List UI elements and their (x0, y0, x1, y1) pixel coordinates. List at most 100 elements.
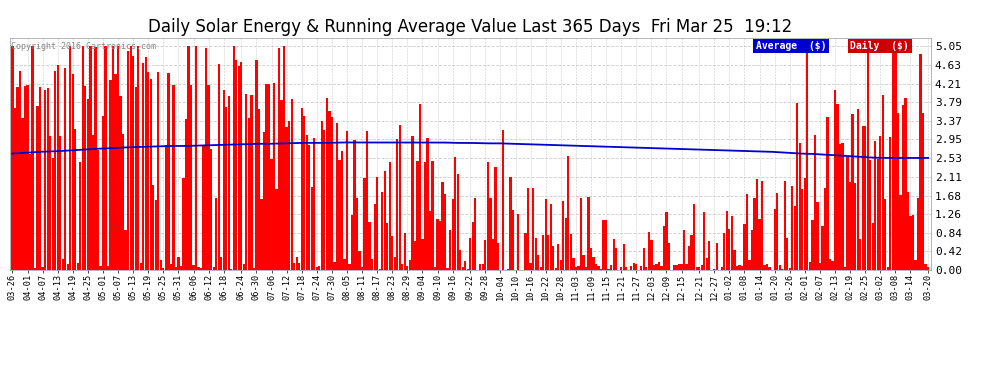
Bar (698, 267, 700, 270)
Bar (399, 124, 401, 270)
Bar (456, 174, 458, 270)
Bar (915, 260, 917, 270)
Bar (680, 264, 683, 270)
Bar (912, 214, 914, 270)
Bar (255, 60, 257, 270)
Bar (851, 114, 853, 270)
Bar (210, 149, 212, 270)
Bar (42, 267, 44, 270)
Bar (723, 233, 726, 270)
Bar (814, 135, 816, 270)
Bar (318, 266, 321, 270)
Bar (494, 167, 497, 270)
Bar (350, 215, 353, 270)
Bar (442, 182, 444, 270)
Bar (288, 121, 290, 270)
Bar (446, 268, 448, 270)
Bar (27, 85, 29, 270)
Bar (414, 240, 416, 270)
Bar (613, 239, 615, 270)
Bar (776, 194, 778, 270)
Bar (819, 262, 821, 270)
Bar (859, 238, 861, 270)
Bar (313, 138, 316, 270)
Bar (731, 216, 733, 270)
Bar (690, 236, 693, 270)
Bar (766, 264, 768, 270)
Bar (559, 260, 562, 270)
Text: Copyright 2016 Cartronics.com: Copyright 2016 Cartronics.com (11, 42, 155, 51)
Bar (768, 267, 771, 270)
Bar (806, 46, 809, 270)
Bar (56, 64, 58, 270)
Bar (801, 189, 804, 270)
Bar (703, 212, 705, 270)
Bar (331, 117, 333, 270)
Bar (630, 267, 633, 270)
Bar (569, 234, 572, 270)
Bar (94, 47, 97, 270)
Bar (492, 239, 494, 270)
Bar (180, 266, 182, 270)
Bar (804, 177, 806, 270)
Bar (693, 204, 695, 270)
Bar (368, 222, 371, 270)
Bar (469, 238, 471, 270)
Bar (416, 161, 419, 270)
Bar (897, 112, 899, 270)
Bar (268, 84, 270, 270)
Bar (424, 162, 426, 270)
Bar (157, 72, 159, 270)
Bar (540, 267, 542, 270)
Bar (454, 157, 456, 270)
Bar (143, 63, 145, 270)
Bar (502, 130, 504, 270)
Bar (192, 265, 195, 270)
Bar (822, 226, 824, 270)
Bar (564, 217, 567, 270)
Bar (71, 74, 74, 270)
Bar (773, 209, 776, 270)
Bar (645, 267, 647, 270)
Bar (783, 181, 786, 270)
Bar (411, 135, 414, 270)
Bar (761, 181, 763, 270)
Bar (177, 257, 179, 270)
Bar (663, 226, 665, 270)
Bar (683, 230, 685, 270)
Bar (241, 62, 243, 270)
Bar (871, 223, 874, 270)
Bar (866, 48, 869, 270)
Bar (603, 220, 605, 270)
Bar (432, 161, 434, 270)
Bar (203, 146, 205, 270)
Bar (791, 186, 793, 270)
Bar (275, 189, 277, 270)
Bar (76, 263, 79, 270)
Bar (484, 240, 486, 270)
Bar (218, 64, 220, 270)
Bar (16, 87, 19, 270)
Bar (361, 267, 363, 270)
Text: Daily  ($): Daily ($) (850, 41, 909, 51)
Bar (334, 262, 336, 270)
Bar (713, 269, 716, 270)
Bar (44, 90, 47, 270)
Bar (741, 266, 743, 270)
Bar (381, 192, 383, 270)
Bar (655, 264, 657, 270)
Bar (781, 268, 783, 270)
Bar (585, 267, 587, 270)
Bar (373, 204, 376, 270)
Bar (758, 219, 760, 270)
Bar (537, 255, 540, 270)
Bar (316, 267, 318, 270)
Bar (273, 83, 275, 270)
Bar (464, 261, 466, 270)
Bar (874, 141, 876, 270)
Bar (675, 265, 678, 270)
Bar (51, 158, 53, 270)
Bar (750, 230, 753, 270)
Bar (459, 250, 461, 270)
Bar (927, 267, 930, 270)
